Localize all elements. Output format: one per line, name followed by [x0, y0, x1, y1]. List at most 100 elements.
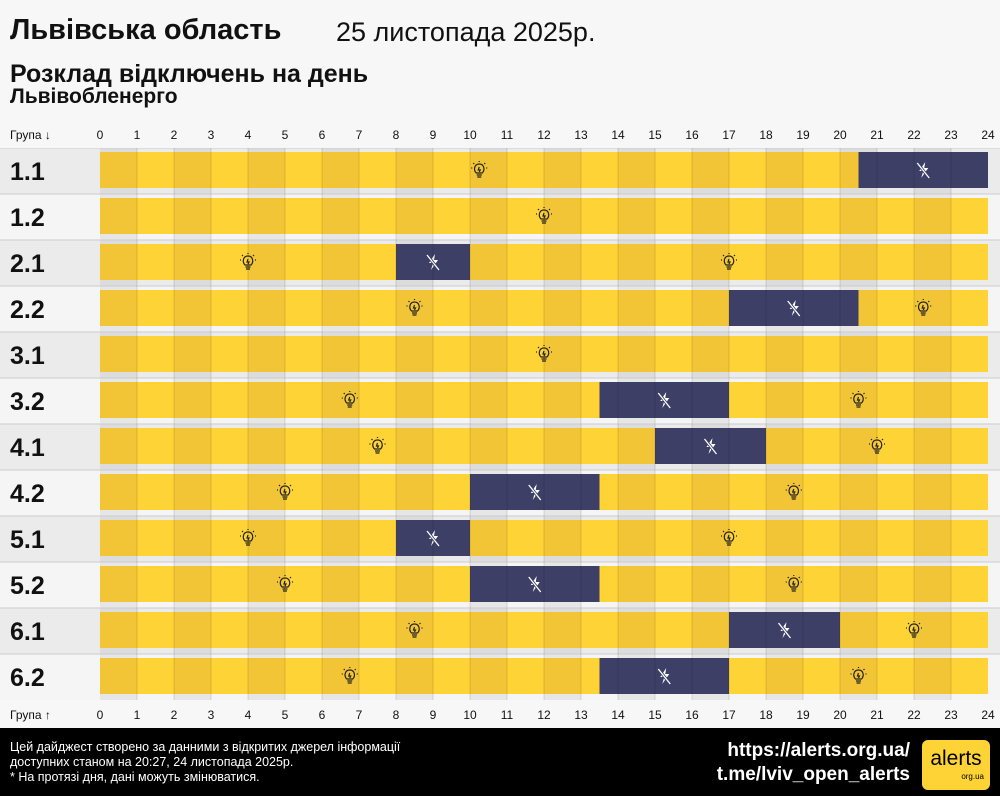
x-tick-label: 8	[392, 128, 400, 142]
power-on-segment	[877, 336, 914, 372]
power-on-segment	[729, 520, 766, 556]
power-on-segment	[433, 290, 470, 326]
power-on-segment	[137, 520, 174, 556]
power-on-segment	[248, 290, 285, 326]
power-on-segment	[285, 198, 322, 234]
power-on-segment	[396, 336, 433, 372]
power-on-segment	[248, 336, 285, 372]
power-on-segment	[840, 520, 877, 556]
telegram-link[interactable]: t.me/lviv_open_alerts	[716, 764, 910, 785]
power-on-segment	[544, 658, 581, 694]
power-on-segment	[618, 428, 655, 464]
lightbulb-icon	[341, 667, 358, 684]
power-on-segment	[581, 520, 618, 556]
power-on-segment	[951, 612, 988, 648]
power-on-segment	[914, 290, 951, 326]
x-tick-label: 16	[685, 708, 699, 722]
x-tick-label: 21	[870, 708, 884, 722]
power-on-segment	[877, 566, 914, 602]
power-on-segment	[433, 382, 470, 418]
power-on-segment	[322, 520, 359, 556]
no-power-icon	[916, 162, 931, 179]
footer-note: * На протязі дня, дані можуть змінюватис…	[10, 770, 260, 784]
power-on-segment	[581, 244, 618, 280]
power-on-segment	[840, 336, 877, 372]
power-on-segment	[322, 336, 359, 372]
power-on-segment	[285, 566, 322, 602]
group-axis-label: Група ↑	[10, 708, 51, 722]
power-on-segment	[951, 336, 988, 372]
power-on-segment	[803, 244, 840, 280]
power-on-segment	[100, 382, 137, 418]
power-on-segment	[803, 152, 840, 188]
power-on-segment	[544, 152, 581, 188]
power-on-segment	[322, 290, 359, 326]
no-power-icon	[777, 622, 792, 639]
x-tick-label: 23	[944, 708, 958, 722]
power-on-segment	[285, 658, 322, 694]
power-on-segment	[174, 474, 211, 510]
power-on-segment	[618, 152, 655, 188]
power-on-segment	[914, 474, 951, 510]
no-power-icon	[425, 530, 441, 547]
lightbulb-icon	[536, 207, 552, 224]
power-on-segment	[840, 474, 877, 510]
power-on-segment	[655, 520, 692, 556]
lightbulb-icon	[785, 575, 802, 592]
lightbulb-icon	[721, 253, 737, 270]
power-on-segment	[470, 520, 507, 556]
lightbulb-icon	[850, 667, 867, 684]
power-on-segment	[803, 198, 840, 234]
power-on-segment	[618, 198, 655, 234]
logo-sub: org.ua	[961, 772, 984, 781]
x-tick-label: 21	[870, 128, 884, 142]
power-on-segment	[618, 290, 655, 326]
group-label: 4.2	[10, 480, 45, 508]
power-on-segment	[285, 290, 322, 326]
power-on-segment	[470, 198, 507, 234]
lightbulb-icon	[277, 575, 293, 592]
power-on-segment	[285, 244, 322, 280]
power-on-segment	[507, 290, 544, 326]
x-tick-label: 8	[392, 708, 400, 722]
power-on-segment	[433, 566, 470, 602]
power-on-segment	[433, 198, 470, 234]
power-on-segment	[248, 244, 285, 280]
power-on-segment	[729, 244, 766, 280]
x-tick-label: 9	[429, 708, 437, 722]
power-on-segment	[248, 198, 285, 234]
x-tick-label: 2	[170, 128, 178, 142]
x-tick-label: 6	[318, 128, 326, 142]
x-tick-label: 5	[281, 708, 289, 722]
power-on-segment	[729, 658, 766, 694]
power-on-segment	[248, 658, 285, 694]
power-on-segment	[766, 520, 803, 556]
power-on-segment	[359, 520, 396, 556]
x-tick-label: 12	[537, 128, 551, 142]
power-on-segment	[877, 198, 914, 234]
power-on-segment	[211, 336, 248, 372]
power-on-segment	[914, 244, 951, 280]
power-on-segment	[692, 290, 729, 326]
x-tick-label: 19	[796, 128, 810, 142]
group-row: 6.1	[0, 607, 1000, 654]
website-link[interactable]: https://alerts.org.ua/	[727, 740, 910, 761]
power-on-segment	[470, 336, 507, 372]
power-on-segment	[729, 336, 766, 372]
group-row: 5.1	[0, 515, 1000, 562]
power-on-segment	[174, 566, 211, 602]
power-on-segment	[100, 152, 137, 188]
x-tick-label: 3	[207, 708, 215, 722]
power-on-segment	[655, 612, 692, 648]
x-tick-label: 1	[133, 128, 141, 142]
power-on-segment	[507, 382, 544, 418]
power-on-segment	[507, 428, 544, 464]
power-on-segment	[396, 474, 433, 510]
power-on-segment	[766, 244, 803, 280]
power-on-segment	[877, 520, 914, 556]
x-tick-label: 1	[133, 708, 141, 722]
power-on-segment	[211, 382, 248, 418]
power-on-segment	[211, 566, 248, 602]
power-on-segment	[544, 198, 581, 234]
power-on-segment	[803, 520, 840, 556]
